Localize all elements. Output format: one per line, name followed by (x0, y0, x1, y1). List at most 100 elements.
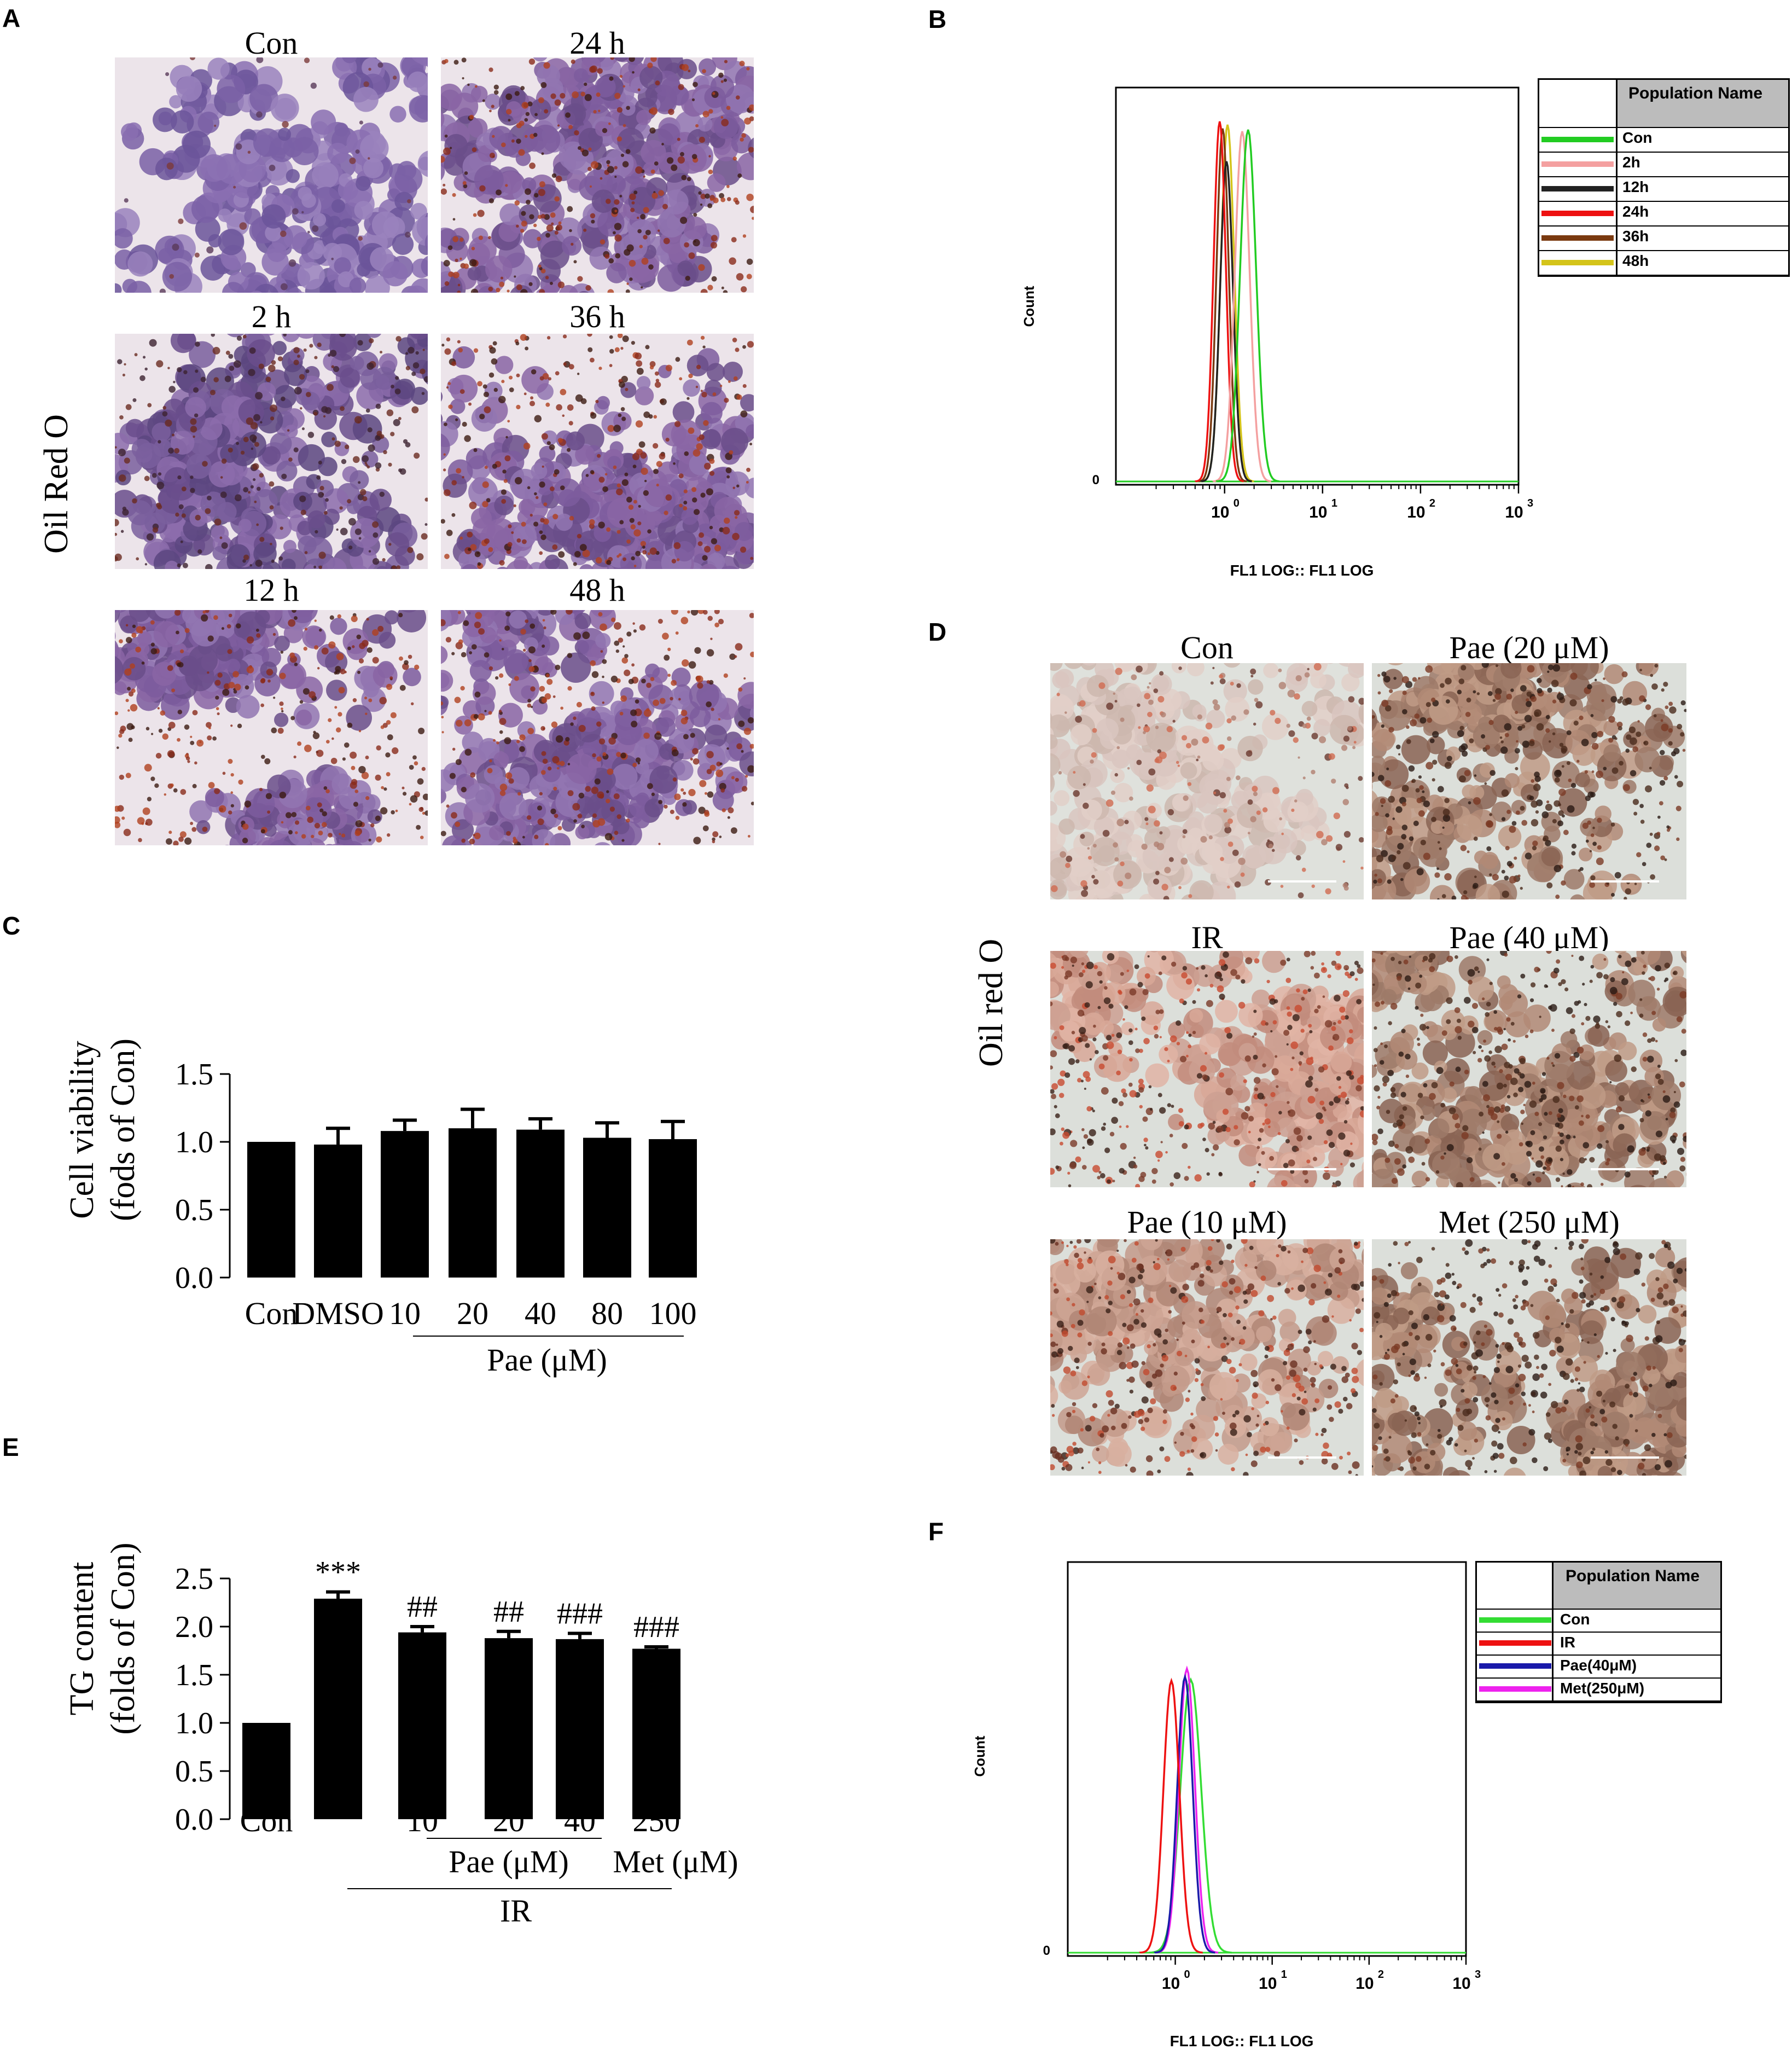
legend-divider (1539, 275, 1788, 276)
tick-label: 10 (1355, 1975, 1374, 1993)
legend-entry: IR (1560, 1634, 1575, 1651)
panel-d-image-title: Met (250 μM) (1439, 1204, 1620, 1240)
curve-ir (1139, 1677, 1203, 1954)
bar (314, 1598, 362, 1819)
x-tick-label: 250 (633, 1803, 680, 1838)
panel-b-ylabel: Count (1021, 286, 1037, 327)
panel-f-legend: Population Name Con IR Pae(40μM) Met(250μM) (1475, 1561, 1722, 1703)
significance-label: ## (493, 1595, 524, 1629)
tick-label: 10 (1211, 503, 1229, 521)
panel-a-image-title: Con (245, 25, 298, 61)
panel-c-ylabel-line2: (fods of Con) (104, 1038, 142, 1221)
tick-exponent: 3 (1527, 497, 1533, 509)
panel-d-micrograph (1050, 1239, 1364, 1476)
tick-exponent: 2 (1378, 1969, 1384, 1981)
curve-36h (1197, 128, 1247, 483)
legend-entry: 2h (1622, 154, 1640, 171)
legend-swatch (1541, 235, 1614, 241)
bar (398, 1632, 446, 1819)
panel-f-plot-frame (1067, 1561, 1467, 1957)
bar (449, 1128, 497, 1278)
panel-f-ylabel: Count (974, 1735, 988, 1777)
legend-entry: Con (1622, 129, 1653, 146)
curve-2h (1212, 131, 1272, 483)
curve-12h (1200, 161, 1252, 483)
y-tick-label: 1.5 (175, 1658, 213, 1692)
tick-label: 10 (1407, 503, 1425, 521)
x-tick-label: Con (240, 1803, 293, 1838)
legend-entry: Con (1560, 1611, 1590, 1628)
tick-exponent: 3 (1475, 1969, 1481, 1981)
panel-a-label: A (2, 4, 21, 32)
panel-a-side-label: Oil Red O (38, 414, 75, 554)
panel-c-bar-chart: Cell viability (fods of Con) 0.0 0.5 1.0 1.… (63, 1038, 697, 1378)
panel-d-micrograph (1372, 951, 1686, 1187)
bar (556, 1639, 604, 1819)
panel-e-group-met: Met (μM) (613, 1844, 738, 1879)
panel-d-image-title: IR (1191, 920, 1223, 955)
legend-entry: 36h (1622, 228, 1649, 245)
panel-a-micrograph (441, 334, 754, 569)
bar (485, 1638, 533, 1819)
legend-divider (1539, 250, 1788, 251)
bar (583, 1137, 631, 1278)
panel-e-ylabel-line2: (folds of Con) (104, 1542, 142, 1734)
significance-label: ### (633, 1610, 679, 1644)
curve-con (1215, 129, 1280, 483)
bar (242, 1723, 290, 1819)
panel-a-image-title: 12 h (243, 572, 299, 608)
legend-swatch (1541, 210, 1614, 216)
panel-d-side-label: Oil red O (973, 938, 1010, 1067)
panel-a-image-title: 2 h (251, 299, 292, 334)
panel-e-bar-chart: TG content (folds of Con) 0.0 0.5 1.0 1.5 2.… (63, 1542, 738, 1929)
panel-c-group-label: Pae (μM) (487, 1342, 607, 1378)
legend-divider (1539, 127, 1788, 128)
panel-e-group-ir: IR (500, 1893, 532, 1929)
tick-label: 10 (1309, 503, 1327, 521)
x-tick-label: 10 (406, 1803, 438, 1838)
tick-exponent: 1 (1281, 1969, 1287, 1981)
panel-e-label: E (2, 1433, 19, 1461)
x-tick-label: 100 (649, 1296, 697, 1331)
y-tick-label: 0.5 (175, 1755, 213, 1789)
panel-d-image-title: Pae (10 μM) (1127, 1204, 1287, 1240)
legend-swatch (1479, 1617, 1551, 1623)
tick-label: 10 (1452, 1975, 1470, 1993)
x-tick-label: 20 (493, 1803, 525, 1838)
panel-b-histogram: Count 0 FL1 LOG:: FL1 LOG 10 0 10 1 10 2 10 3 (1021, 86, 1533, 579)
legend-swatch (1479, 1686, 1551, 1692)
curve-pae (1154, 1674, 1215, 1954)
tick-label: 10 (1259, 1975, 1277, 1993)
panel-d-micrograph (1050, 951, 1364, 1187)
panel-b-legend: Population Name Con 2h 12h 24h 36h 48h (1538, 78, 1790, 277)
panel-a-image-title: 24 h (569, 25, 625, 61)
x-tick-label: DMSO (292, 1296, 384, 1331)
legend-swatch (1541, 259, 1614, 265)
panel-d-label: D (928, 618, 947, 646)
bar (314, 1144, 362, 1278)
bar (649, 1139, 697, 1278)
legend-divider (1477, 1677, 1720, 1679)
panel-f-y-zero: 0 (1043, 1943, 1050, 1958)
legend-entry: 48h (1622, 252, 1649, 269)
legend-entry: 12h (1622, 178, 1649, 195)
panel-b-label: B (928, 5, 947, 33)
y-tick-label: 1.0 (175, 1706, 213, 1740)
panel-a-image-title: 48 h (569, 572, 625, 608)
panel-a-micrograph (115, 57, 428, 293)
legend-swatch (1541, 161, 1614, 167)
panel-d-micrograph (1372, 1239, 1686, 1476)
panel-f-label: F (928, 1517, 944, 1546)
bar (632, 1648, 680, 1819)
panel-a-micrograph (115, 334, 428, 569)
tick-exponent: 1 (1331, 497, 1337, 509)
panel-a-micrograph (441, 57, 754, 293)
x-tick-label: 40 (564, 1803, 596, 1838)
significance-label: ### (557, 1597, 603, 1630)
legend-divider (1477, 1632, 1720, 1633)
panel-b-plot-frame (1115, 86, 1520, 486)
tick-label: 10 (1505, 503, 1523, 521)
tick-exponent: 0 (1184, 1969, 1190, 1981)
legend-entry: Met(250μM) (1560, 1680, 1645, 1697)
y-tick-label: 2.0 (175, 1610, 213, 1644)
